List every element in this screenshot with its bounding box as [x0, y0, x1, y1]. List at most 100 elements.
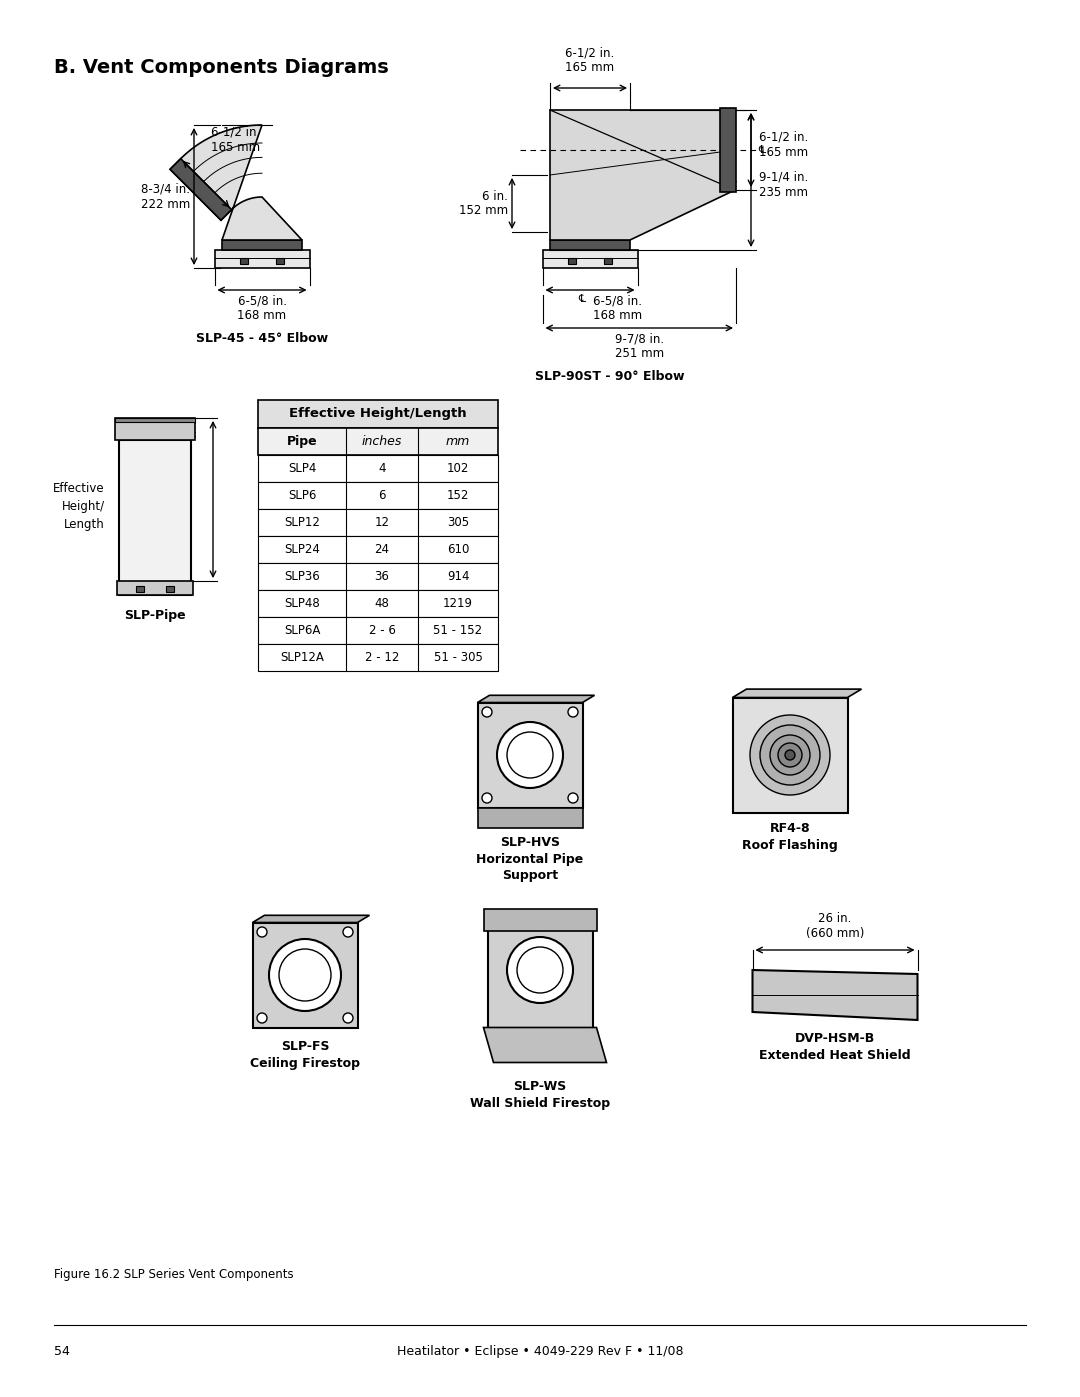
Text: ℄: ℄	[758, 145, 765, 155]
Text: 51 - 305: 51 - 305	[433, 651, 483, 664]
Text: 48: 48	[375, 597, 390, 610]
Bar	[258, 536, 498, 563]
Circle shape	[257, 1013, 267, 1023]
Text: mm: mm	[446, 434, 470, 448]
Circle shape	[482, 707, 492, 717]
Bar	[484, 908, 596, 930]
Polygon shape	[484, 1028, 607, 1063]
Text: 6-1/2 in.
165 mm: 6-1/2 in. 165 mm	[759, 131, 808, 159]
Text: Effective
Height/
Length: Effective Height/ Length	[53, 482, 105, 531]
Bar	[114, 418, 195, 422]
Circle shape	[497, 722, 563, 788]
Text: inches: inches	[362, 434, 402, 448]
Text: SLP6: SLP6	[287, 489, 316, 502]
Text: RF4-8
Roof Flashing: RF4-8 Roof Flashing	[742, 823, 838, 852]
Circle shape	[269, 939, 341, 1011]
Text: 1219: 1219	[443, 597, 473, 610]
Text: 8-3/4 in.
222 mm: 8-3/4 in. 222 mm	[140, 183, 190, 211]
Text: 4: 4	[378, 462, 386, 475]
Text: 24: 24	[375, 543, 390, 556]
Text: SLP6A: SLP6A	[284, 624, 320, 637]
Text: 2 - 12: 2 - 12	[365, 651, 400, 664]
Text: Effective Height/Length: Effective Height/Length	[289, 408, 467, 420]
Text: SLP12A: SLP12A	[280, 651, 324, 664]
Text: 54: 54	[54, 1345, 70, 1358]
Bar	[720, 108, 735, 191]
Bar	[258, 590, 498, 617]
Bar	[253, 922, 357, 1028]
Polygon shape	[170, 124, 302, 240]
Text: SLP36: SLP36	[284, 570, 320, 583]
Circle shape	[568, 793, 578, 803]
Polygon shape	[170, 159, 231, 221]
Bar	[550, 240, 630, 250]
Text: SLP-90ST - 90° Elbow: SLP-90ST - 90° Elbow	[536, 370, 685, 383]
Text: 6: 6	[378, 489, 386, 502]
Polygon shape	[732, 689, 862, 697]
Bar	[215, 250, 310, 268]
Polygon shape	[477, 696, 594, 703]
Text: SLP-WS
Wall Shield Firestop: SLP-WS Wall Shield Firestop	[470, 1080, 610, 1109]
Text: 12: 12	[375, 515, 390, 529]
Text: 102: 102	[447, 462, 469, 475]
Bar	[240, 258, 248, 264]
Text: DVP-HSM-B
Extended Heat Shield: DVP-HSM-B Extended Heat Shield	[759, 1032, 910, 1062]
Polygon shape	[253, 915, 369, 922]
Bar	[258, 644, 498, 671]
Text: 6-5/8 in.
168 mm: 6-5/8 in. 168 mm	[593, 293, 643, 321]
Text: SLP12: SLP12	[284, 515, 320, 529]
Bar	[117, 581, 193, 595]
Polygon shape	[753, 970, 918, 1020]
Text: SLP24: SLP24	[284, 543, 320, 556]
Bar	[487, 912, 593, 1028]
Text: 6-5/8 in.
168 mm: 6-5/8 in. 168 mm	[238, 293, 286, 321]
Bar	[258, 427, 498, 455]
Bar	[568, 258, 576, 264]
Bar	[276, 258, 284, 264]
Circle shape	[770, 735, 810, 775]
Text: 6-1/2 in.
165 mm: 6-1/2 in. 165 mm	[565, 46, 615, 74]
Text: 152: 152	[447, 489, 469, 502]
Bar	[477, 703, 582, 807]
Bar	[477, 807, 582, 827]
Text: SLP4: SLP4	[287, 462, 316, 475]
Bar	[542, 250, 637, 268]
Circle shape	[343, 928, 353, 937]
Circle shape	[750, 715, 831, 795]
Text: SLP-HVS
Horizontal Pipe
Support: SLP-HVS Horizontal Pipe Support	[476, 835, 583, 883]
Circle shape	[760, 725, 820, 785]
Text: SLP-FS
Ceiling Firestop: SLP-FS Ceiling Firestop	[249, 1039, 360, 1070]
Text: 610: 610	[447, 543, 469, 556]
Bar	[258, 482, 498, 509]
Text: 51 - 152: 51 - 152	[433, 624, 483, 637]
Text: Pipe: Pipe	[286, 434, 318, 448]
Bar	[258, 509, 498, 536]
Text: 6-1/2 in.
165 mm: 6-1/2 in. 165 mm	[211, 126, 260, 154]
Text: 2 - 6: 2 - 6	[368, 624, 395, 637]
Text: 9-1/4 in.
235 mm: 9-1/4 in. 235 mm	[759, 170, 808, 198]
Text: SLP-Pipe: SLP-Pipe	[124, 609, 186, 622]
Bar	[222, 240, 302, 250]
Text: ℄: ℄	[578, 293, 585, 305]
Circle shape	[568, 707, 578, 717]
Text: B. Vent Components Diagrams: B. Vent Components Diagrams	[54, 59, 389, 77]
Circle shape	[482, 793, 492, 803]
Text: 305: 305	[447, 515, 469, 529]
Circle shape	[507, 937, 573, 1003]
Bar	[114, 418, 195, 440]
Text: SLP-45 - 45° Elbow: SLP-45 - 45° Elbow	[195, 332, 328, 345]
Text: 26 in.
(660 mm): 26 in. (660 mm)	[806, 912, 864, 940]
Circle shape	[343, 1013, 353, 1023]
Bar	[732, 697, 848, 813]
Text: Heatilator • Eclipse • 4049-229 Rev F • 11/08: Heatilator • Eclipse • 4049-229 Rev F • …	[396, 1345, 684, 1358]
Bar	[119, 440, 191, 595]
Text: 36: 36	[375, 570, 390, 583]
Circle shape	[778, 743, 802, 767]
Circle shape	[257, 928, 267, 937]
Text: 9-7/8 in.
251 mm: 9-7/8 in. 251 mm	[615, 332, 664, 360]
Text: SLP48: SLP48	[284, 597, 320, 610]
Bar	[604, 258, 612, 264]
Bar	[136, 585, 144, 592]
Text: 914: 914	[447, 570, 469, 583]
Bar	[166, 585, 174, 592]
